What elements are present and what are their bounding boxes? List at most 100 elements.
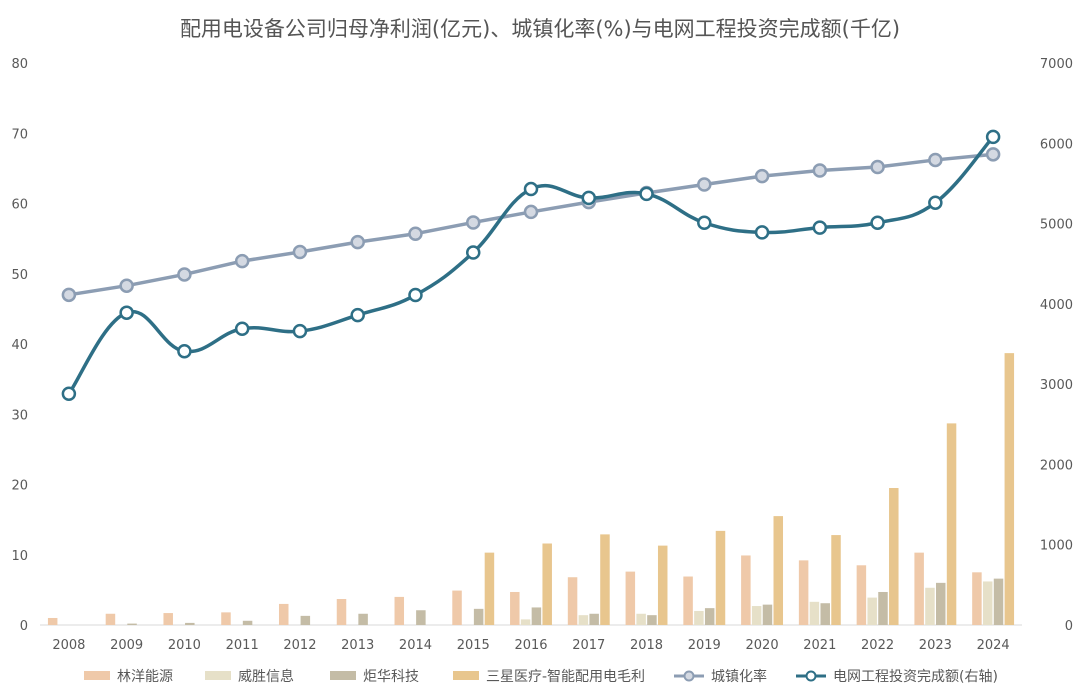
line-point-2 <box>408 287 423 303</box>
bar-3 <box>589 613 599 625</box>
bar-1 <box>856 565 867 625</box>
x-axis-tick-label: 2013 <box>341 638 374 653</box>
bar-2 <box>809 601 820 625</box>
bar-1 <box>163 613 173 625</box>
x-axis-tick-label: 2017 <box>572 638 605 653</box>
legend-swatch <box>84 671 110 680</box>
legend-swatch <box>453 671 479 680</box>
legend-marker <box>805 670 817 682</box>
bar-2 <box>867 597 877 625</box>
line-point-1 <box>465 215 481 230</box>
bar-1 <box>452 590 462 625</box>
right-axis-tick-label: 1000 <box>1040 539 1073 554</box>
line-point-1 <box>523 204 539 220</box>
bar-3 <box>473 608 484 625</box>
bar-3 <box>878 591 888 625</box>
bar-3 <box>936 582 946 625</box>
bar-3 <box>531 607 542 625</box>
bar-4 <box>773 516 784 625</box>
legend-swatch <box>330 671 356 680</box>
x-axis-tick-label: 2020 <box>746 638 779 653</box>
line-point-1 <box>350 234 365 250</box>
bar-2 <box>578 615 589 625</box>
line-point-2 <box>234 321 250 336</box>
bar-4 <box>831 535 841 625</box>
bar-4 <box>542 543 552 625</box>
bar-1 <box>972 572 982 625</box>
bar-4 <box>946 423 957 625</box>
bar-1 <box>336 599 347 625</box>
line-series-2 <box>67 135 995 396</box>
line-point-2 <box>61 386 77 402</box>
line-point-1 <box>408 226 423 241</box>
bar-3 <box>300 615 311 625</box>
bar-1 <box>278 603 289 625</box>
bar-1 <box>221 612 231 625</box>
x-axis-tick-label: 2019 <box>688 638 721 653</box>
bar-1 <box>47 617 58 625</box>
legend-swatch <box>205 671 231 680</box>
bar-4 <box>715 530 726 625</box>
x-axis-tick-label: 2015 <box>457 638 490 653</box>
x-axis-ticks: 2008 2009 2010 2011 2012 2013 2014 2015 2016 2017… <box>52 638 1009 653</box>
left-axis-tick-label: 30 <box>11 408 28 423</box>
bar-2 <box>751 606 762 625</box>
line-point-2 <box>697 215 712 231</box>
bar-4 <box>889 488 899 625</box>
bar-4 <box>657 545 668 625</box>
legend-label: 电网工程投资完成额(右轴) <box>833 669 998 685</box>
x-axis-tick-label: 2018 <box>630 638 663 653</box>
line-point-1 <box>812 163 828 178</box>
line-point-2 <box>119 305 134 320</box>
x-axis-tick-label: 2009 <box>110 638 143 653</box>
bar-1 <box>394 596 405 625</box>
bar-1 <box>105 613 116 625</box>
legend-label: 威胜信息 <box>238 668 294 685</box>
line-point-2 <box>812 220 828 235</box>
legend: 林洋能源 威胜信息 炬华科技 三星医疗-智能配用电毛利 城镇化率 电网工程投资完成额(右轴… <box>84 668 998 685</box>
line-point-2 <box>985 129 1001 145</box>
right-axis-tick-label: 0 <box>1065 619 1073 634</box>
right-axis-tick-label: 4000 <box>1040 298 1073 313</box>
bar-3 <box>647 615 657 625</box>
bar-3 <box>358 613 368 625</box>
right-axis-ticks: 0 1000 2000 3000 4000 5000 6000 7000 <box>1040 57 1073 634</box>
line-point-1 <box>61 287 77 303</box>
bar-2 <box>925 587 935 625</box>
line-point-2 <box>350 307 365 323</box>
bar-3 <box>185 622 195 625</box>
bar-1 <box>914 552 924 625</box>
right-axis-tick-label: 7000 <box>1040 57 1073 72</box>
x-axis-tick-label: 2014 <box>399 638 432 653</box>
line-point-1 <box>292 244 308 260</box>
bar-4 <box>1004 353 1015 625</box>
bar-4 <box>484 552 495 625</box>
left-axis-tick-label: 80 <box>11 57 28 72</box>
bar-series-group <box>47 353 1015 625</box>
line-point-1 <box>985 147 1001 162</box>
bar-1 <box>625 571 636 625</box>
left-axis-tick-label: 60 <box>11 198 28 213</box>
line-point-2 <box>292 323 308 339</box>
bar-1 <box>510 591 520 625</box>
bar-3 <box>704 608 715 625</box>
bar-3 <box>762 604 773 625</box>
x-axis-tick-label: 2016 <box>514 638 547 653</box>
bar-2 <box>636 613 646 625</box>
bar-4 <box>600 534 610 625</box>
legend-label: 林洋能源 <box>117 669 173 685</box>
bar-2 <box>694 610 704 625</box>
bar-3 <box>993 578 1004 625</box>
left-axis-tick-label: 10 <box>11 549 28 564</box>
x-axis-tick-label: 2010 <box>168 638 201 653</box>
right-axis-tick-label: 6000 <box>1040 137 1073 152</box>
x-axis-tick-label: 2008 <box>52 638 85 653</box>
line-point-2 <box>928 195 943 210</box>
x-axis-tick-label: 2023 <box>919 638 952 653</box>
right-axis-tick-label: 5000 <box>1040 218 1073 233</box>
left-axis-tick-label: 0 <box>20 619 28 634</box>
legend-label: 城镇化率 <box>711 668 767 685</box>
bar-3 <box>242 620 253 625</box>
left-axis-tick-label: 70 <box>11 127 28 142</box>
